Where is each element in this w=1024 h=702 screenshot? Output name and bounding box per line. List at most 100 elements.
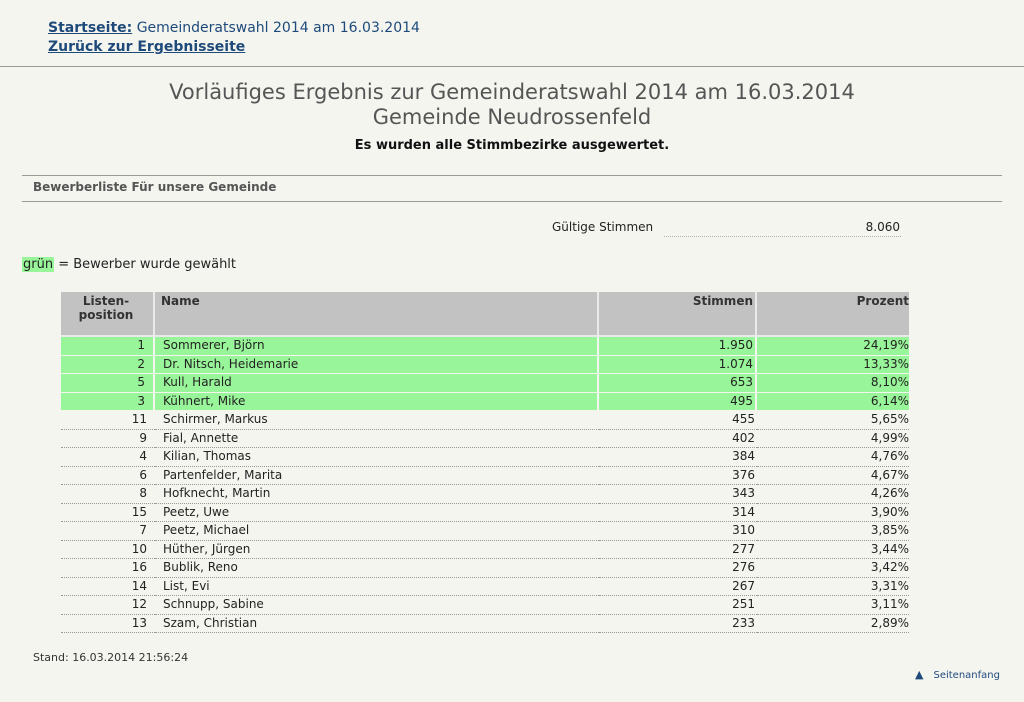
cell-list-position: 7 xyxy=(61,522,155,541)
table-row: 12 Schnupp, Sabine 251 3,11% xyxy=(61,596,909,615)
cell-name: Peetz, Uwe xyxy=(155,504,599,522)
cell-votes: 495 xyxy=(599,392,757,411)
valid-votes-divider xyxy=(664,236,901,237)
table-row: 10 Hüther, Jürgen 277 3,44% xyxy=(61,541,909,559)
table-row: 5 Kull, Harald 653 8,10% xyxy=(61,374,909,393)
cell-percent: 2,89% xyxy=(757,615,909,633)
table-row: 9 Fial, Annette 402 4,99% xyxy=(61,430,909,448)
cell-list-position: 16 xyxy=(61,559,155,578)
cell-votes: 314 xyxy=(599,504,757,522)
cell-name: Hüther, Jürgen xyxy=(155,541,599,559)
cell-percent: 4,26% xyxy=(757,485,909,504)
cell-name: Fial, Annette xyxy=(155,430,599,448)
cell-list-position: 4 xyxy=(61,448,155,467)
breadcrumb: Startseite: Gemeinderatswahl 2014 am 16.… xyxy=(48,20,420,36)
back-link-wrap: Zurück zur Ergebnisseite xyxy=(48,39,245,55)
cell-votes: 402 xyxy=(599,430,757,448)
cell-list-position: 5 xyxy=(61,374,155,393)
cell-list-position: 1 xyxy=(61,337,155,356)
cell-name: Peetz, Michael xyxy=(155,522,599,541)
cell-votes: 653 xyxy=(599,374,757,393)
legend-text: = Bewerber wurde gewählt xyxy=(54,257,237,272)
header-list-position: Listen- position xyxy=(61,292,155,337)
status-subtitle: Es wurden alle Stimmbezirke ausgewertet. xyxy=(354,138,670,153)
cell-percent: 3,42% xyxy=(757,559,909,578)
back-to-top-label: Seitenanfang xyxy=(933,670,1000,681)
cell-name: Dr. Nitsch, Heidemarie xyxy=(155,355,599,374)
cell-list-position: 12 xyxy=(61,596,155,615)
table-row: 13 Szam, Christian 233 2,89% xyxy=(61,615,909,633)
cell-percent: 6,14% xyxy=(757,392,909,411)
section-title: Bewerberliste Für unsere Gemeinde xyxy=(33,180,277,194)
header-pos-line2: position xyxy=(78,308,134,322)
cell-name: List, Evi xyxy=(155,578,599,596)
cell-list-position: 10 xyxy=(61,541,155,559)
cell-name: Szam, Christian xyxy=(155,615,599,633)
table-row: 11 Schirmer, Markus 455 5,65% xyxy=(61,411,909,430)
cell-percent: 3,44% xyxy=(757,541,909,559)
cell-percent: 24,19% xyxy=(757,337,909,356)
table-row: 4 Kilian, Thomas 384 4,76% xyxy=(61,448,909,467)
cell-list-position: 9 xyxy=(61,430,155,448)
cell-votes: 455 xyxy=(599,411,757,430)
table-row: 14 List, Evi 267 3,31% xyxy=(61,578,909,596)
cell-percent: 4,76% xyxy=(757,448,909,467)
cell-name: Sommerer, Björn xyxy=(155,337,599,356)
cell-votes: 343 xyxy=(599,485,757,504)
cell-list-position: 8 xyxy=(61,485,155,504)
cell-percent: 3,85% xyxy=(757,522,909,541)
cell-name: Schnupp, Sabine xyxy=(155,596,599,615)
cell-list-position: 3 xyxy=(61,392,155,411)
municipality-title: Gemeinde Neudrossenfeld xyxy=(372,105,652,129)
cell-list-position: 6 xyxy=(61,467,155,485)
cell-votes: 251 xyxy=(599,596,757,615)
cell-votes: 277 xyxy=(599,541,757,559)
cell-votes: 276 xyxy=(599,559,757,578)
page-title: Vorläufiges Ergebnis zur Gemeinderatswah… xyxy=(169,80,855,104)
cell-list-position: 14 xyxy=(61,578,155,596)
cell-name: Bublik, Reno xyxy=(155,559,599,578)
valid-votes-value: 8.060 xyxy=(865,220,900,234)
legend: grün = Bewerber wurde gewählt xyxy=(22,257,236,272)
table-row: 2 Dr. Nitsch, Heidemarie 1.074 13,33% xyxy=(61,355,909,374)
header-votes: Stimmen xyxy=(599,292,757,337)
cell-name: Partenfelder, Marita xyxy=(155,467,599,485)
startseite-link[interactable]: Startseite: xyxy=(48,20,133,36)
cell-percent: 4,99% xyxy=(757,430,909,448)
cell-name: Kilian, Thomas xyxy=(155,448,599,467)
cell-percent: 5,65% xyxy=(757,411,909,430)
header-pos-line1: Listen- xyxy=(82,294,130,308)
back-to-results-link[interactable]: Zurück zur Ergebnisseite xyxy=(48,39,246,55)
table-body: 1 Sommerer, Björn 1.950 24,19% 2 Dr. Nitsch, … xyxy=(61,337,909,633)
cell-votes: 1.950 xyxy=(599,337,757,356)
cell-list-position: 15 xyxy=(61,504,155,522)
table-row: 15 Peetz, Uwe 314 3,90% xyxy=(61,504,909,522)
cell-percent: 3,90% xyxy=(757,504,909,522)
cell-percent: 3,11% xyxy=(757,596,909,615)
timestamp: Stand: 16.03.2014 21:56:24 xyxy=(33,651,189,664)
table-row: 16 Bublik, Reno 276 3,42% xyxy=(61,559,909,578)
cell-name: Kühnert, Mike xyxy=(155,392,599,411)
cell-votes: 233 xyxy=(599,615,757,633)
back-to-top-link[interactable]: ▲ Seitenanfang xyxy=(915,668,1000,681)
cell-percent: 13,33% xyxy=(757,355,909,374)
valid-votes-label: Gültige Stimmen xyxy=(552,220,654,234)
table-row: 7 Peetz, Michael 310 3,85% xyxy=(61,522,909,541)
breadcrumb-text: Gemeinderatswahl 2014 am 16.03.2014 xyxy=(136,20,420,36)
arrow-up-icon: ▲ xyxy=(915,668,924,681)
cell-votes: 1.074 xyxy=(599,355,757,374)
legend-marker: grün xyxy=(22,257,55,272)
cell-percent: 3,31% xyxy=(757,578,909,596)
cell-name: Kull, Harald xyxy=(155,374,599,393)
cell-votes: 384 xyxy=(599,448,757,467)
cell-list-position: 13 xyxy=(61,615,155,633)
cell-votes: 267 xyxy=(599,578,757,596)
table-header-row: Listen- position Name Stimmen Prozent xyxy=(61,292,909,337)
header-name: Name xyxy=(155,292,599,337)
cell-name: Hofknecht, Martin xyxy=(155,485,599,504)
table-row: 3 Kühnert, Mike 495 6,14% xyxy=(61,392,909,411)
section-header: Bewerberliste Für unsere Gemeinde xyxy=(22,175,1002,202)
cell-percent: 8,10% xyxy=(757,374,909,393)
cell-percent: 4,67% xyxy=(757,467,909,485)
